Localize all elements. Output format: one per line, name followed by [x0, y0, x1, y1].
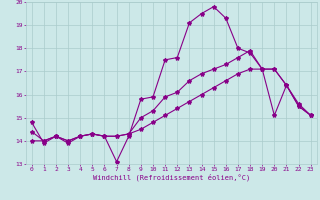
X-axis label: Windchill (Refroidissement éolien,°C): Windchill (Refroidissement éolien,°C) [92, 173, 250, 181]
